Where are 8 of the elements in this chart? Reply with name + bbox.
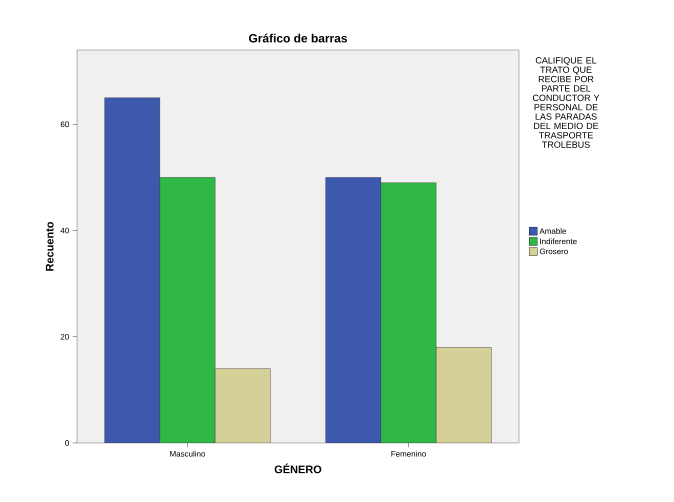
bar bbox=[436, 347, 492, 443]
x-axis-title: GÉNERO bbox=[274, 463, 322, 474]
bar bbox=[214, 368, 271, 443]
bar bbox=[325, 177, 382, 443]
text: CALIFIQUE EL TRATO QUE RECIBE POR PARTE DEL CONDUCTOR Y PERSONAL DE LAS PARADAS DEL MEDIO DE TRASPORTE TROLEBUS bbox=[532, 57, 600, 148]
chart-title: Gráfico de barras bbox=[248, 34, 347, 42]
y-axis-title: Recuento bbox=[46, 222, 54, 271]
bar bbox=[104, 98, 160, 443]
